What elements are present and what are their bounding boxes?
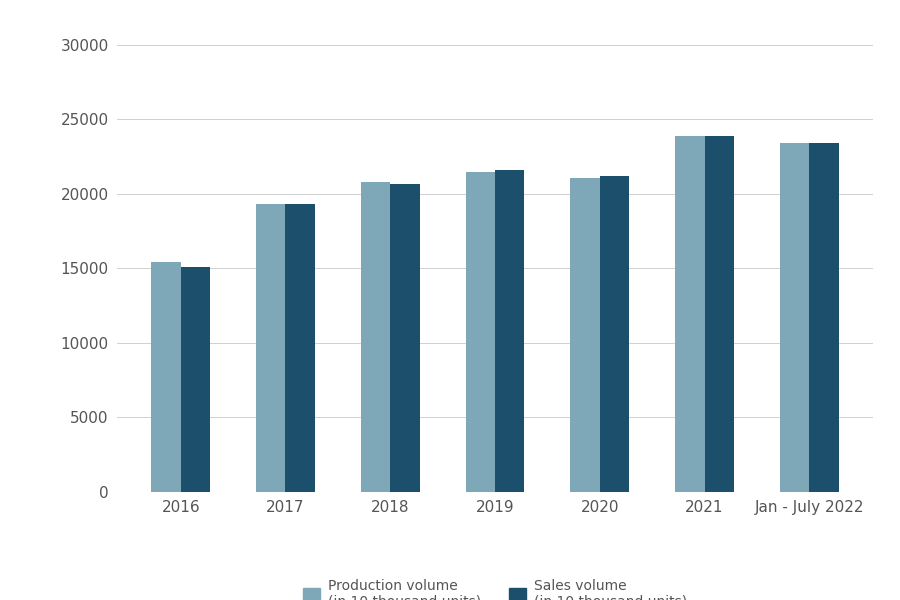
Bar (705, 136, 734, 492)
Bar (256, 205, 285, 492)
Bar (571, 178, 599, 492)
Bar (780, 143, 809, 492)
Legend: Production volume
(in 10 thousand units), Sales volume
(in 10 thousand units): Production volume (in 10 thousand units)… (297, 573, 693, 600)
Bar (495, 170, 525, 492)
Bar (151, 262, 181, 492)
Bar (181, 267, 210, 492)
Bar (599, 176, 629, 492)
Bar (361, 182, 391, 492)
Bar (465, 172, 495, 492)
Bar (809, 143, 839, 492)
Bar (285, 205, 315, 492)
Bar (391, 184, 419, 492)
Bar (675, 136, 705, 492)
